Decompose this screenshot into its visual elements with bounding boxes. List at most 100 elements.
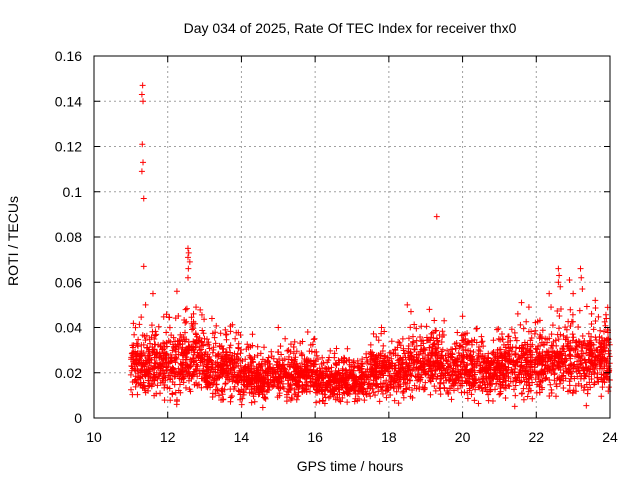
data-point <box>242 365 249 372</box>
data-point <box>318 375 325 382</box>
data-point <box>447 351 454 358</box>
data-point <box>578 347 585 354</box>
data-point <box>171 355 178 362</box>
data-point <box>311 335 318 342</box>
data-point <box>194 382 201 389</box>
data-point <box>546 366 553 373</box>
outlier-point <box>275 324 282 331</box>
outlier-point <box>184 254 191 261</box>
data-point <box>505 382 512 389</box>
data-point <box>201 316 208 323</box>
data-point <box>357 366 364 373</box>
data-point <box>292 354 299 361</box>
data-point <box>285 375 292 382</box>
data-point <box>234 355 241 362</box>
data-point <box>369 368 376 375</box>
data-point <box>380 355 387 362</box>
data-point <box>166 385 173 392</box>
data-point <box>228 366 235 373</box>
data-point <box>452 357 459 364</box>
data-point <box>151 346 158 353</box>
data-point <box>161 344 168 351</box>
data-point <box>297 340 304 347</box>
data-point <box>177 369 184 376</box>
data-point <box>395 400 402 407</box>
data-point <box>229 378 236 385</box>
data-point <box>592 347 599 354</box>
data-point <box>284 361 291 368</box>
data-point <box>196 334 203 341</box>
data-point <box>199 327 206 334</box>
data-point <box>374 361 381 368</box>
data-point <box>537 358 544 365</box>
data-point <box>593 346 600 353</box>
data-point <box>536 335 543 342</box>
outlier-point <box>518 299 525 306</box>
data-point <box>163 329 170 336</box>
data-point <box>241 382 248 389</box>
data-point <box>397 365 404 372</box>
data-point <box>456 343 463 350</box>
data-point <box>370 389 377 396</box>
data-point <box>579 344 586 351</box>
outlier-point <box>588 310 595 317</box>
data-point <box>419 350 426 357</box>
data-point <box>292 391 299 398</box>
outlier-point <box>404 301 411 308</box>
data-point <box>599 365 606 372</box>
data-point <box>233 329 240 336</box>
outlier-point <box>603 315 610 322</box>
data-point <box>254 372 261 379</box>
data-point <box>417 342 424 349</box>
outlier-point <box>304 329 311 336</box>
data-point <box>131 366 138 373</box>
y-tick-label: 0.14 <box>55 93 82 109</box>
data-point <box>551 377 558 384</box>
data-point <box>217 330 224 337</box>
data-point <box>606 365 613 372</box>
data-point <box>393 372 400 379</box>
data-point <box>331 350 338 357</box>
data-point <box>518 390 525 397</box>
data-point <box>432 387 439 394</box>
data-point <box>262 394 269 401</box>
data-point <box>453 359 460 366</box>
data-point <box>189 372 196 379</box>
data-point <box>328 364 335 371</box>
data-point <box>336 369 343 376</box>
data-point <box>410 338 417 345</box>
data-point <box>555 325 562 332</box>
data-point <box>319 375 326 382</box>
data-point <box>523 351 530 358</box>
data-point <box>285 347 292 354</box>
data-point <box>497 336 504 343</box>
data-point <box>480 343 487 350</box>
data-point <box>565 318 572 325</box>
data-point <box>418 323 425 330</box>
data-point <box>493 326 500 333</box>
data-point <box>390 350 397 357</box>
data-point <box>472 386 479 393</box>
data-point <box>402 379 409 386</box>
data-point <box>566 382 573 389</box>
x-tick-label: 20 <box>455 429 471 445</box>
data-point <box>532 319 539 326</box>
data-point <box>148 322 155 329</box>
data-point <box>348 372 355 379</box>
data-point <box>562 375 569 382</box>
data-point <box>260 373 267 380</box>
data-point <box>132 373 139 380</box>
data-point <box>596 361 603 368</box>
data-point <box>502 356 509 363</box>
data-point <box>280 373 287 380</box>
data-point <box>265 378 272 385</box>
data-point <box>388 378 395 385</box>
outlier-point <box>173 288 180 295</box>
data-point <box>187 356 194 363</box>
data-point <box>534 346 541 353</box>
data-point <box>283 391 290 398</box>
data-point <box>163 350 170 357</box>
data-point <box>142 337 149 344</box>
data-point <box>276 363 283 370</box>
data-point <box>400 394 407 401</box>
